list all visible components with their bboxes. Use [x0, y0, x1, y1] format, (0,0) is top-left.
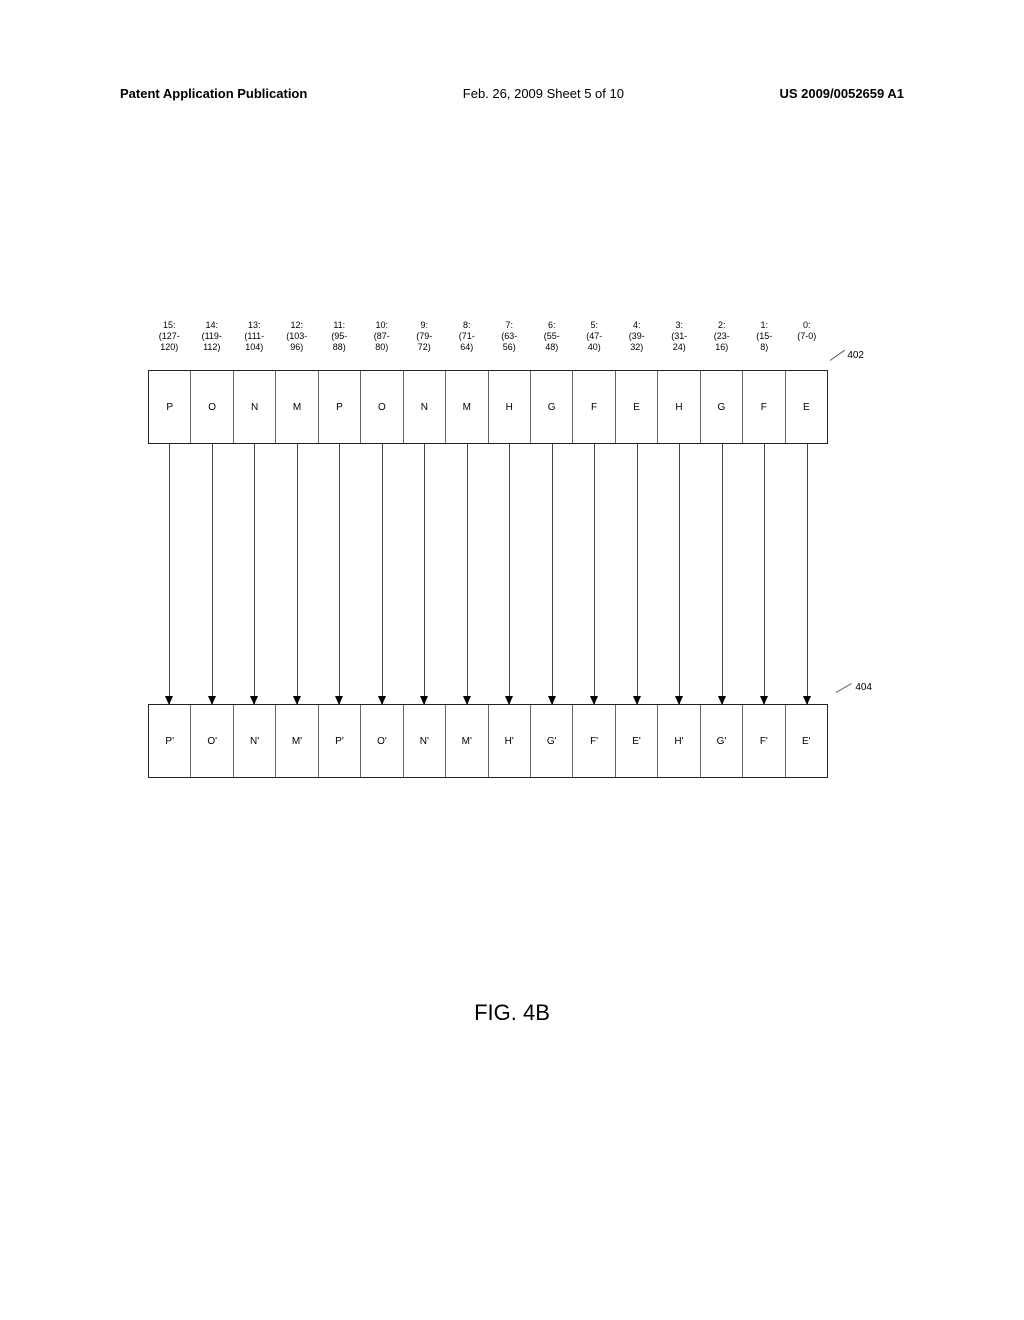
header-date-sheet: Feb. 26, 2009 Sheet 5 of 10 — [463, 86, 624, 101]
arrow — [446, 444, 489, 704]
page-header: Patent Application Publication Feb. 26, … — [0, 86, 1024, 101]
destination-register-404: P'O'N'M'P'O'N'M'H'G'F'E'H'G'F'E' — [148, 704, 828, 778]
arrow — [658, 444, 701, 704]
register-cell: P — [149, 371, 191, 443]
register-cell: M — [276, 371, 318, 443]
bit-label: 12:(103-96) — [276, 320, 319, 352]
bit-label: 0:(7-0) — [786, 320, 829, 352]
register-cell: N — [404, 371, 446, 443]
register-cell: F — [573, 371, 615, 443]
bit-label: 9:(79-72) — [403, 320, 446, 352]
bit-label: 5:(47-40) — [573, 320, 616, 352]
arrow — [786, 444, 829, 704]
register-cell: G — [701, 371, 743, 443]
arrow — [318, 444, 361, 704]
arrow — [403, 444, 446, 704]
bit-label: 6:(55-48) — [531, 320, 574, 352]
register-cell: F' — [743, 705, 785, 777]
arrow — [233, 444, 276, 704]
register-diagram: 15:(127-120)14:(119-112)13:(111-104)12:(… — [148, 320, 828, 778]
arrow — [191, 444, 234, 704]
register-cell: G — [531, 371, 573, 443]
register-cell: O' — [191, 705, 233, 777]
arrow — [276, 444, 319, 704]
register-cell: N' — [404, 705, 446, 777]
bit-label: 13:(111-104) — [233, 320, 276, 352]
figure-caption: FIG. 4B — [0, 1000, 1024, 1026]
bit-label: 11:(95-88) — [318, 320, 361, 352]
register-cell: E' — [786, 705, 827, 777]
register-cell: H' — [658, 705, 700, 777]
header-patent-number: US 2009/0052659 A1 — [779, 86, 904, 101]
arrow — [488, 444, 531, 704]
register-cell: N — [234, 371, 276, 443]
header-publication: Patent Application Publication — [120, 86, 307, 101]
arrow — [148, 444, 191, 704]
register-cell: H' — [489, 705, 531, 777]
arrow — [361, 444, 404, 704]
bit-label: 3:(31-24) — [658, 320, 701, 352]
register-cell: P — [319, 371, 361, 443]
register-cell: O — [191, 371, 233, 443]
register-cell: G' — [701, 705, 743, 777]
register-cell: F — [743, 371, 785, 443]
arrow — [701, 444, 744, 704]
bit-label: 7:(63-56) — [488, 320, 531, 352]
bit-label: 2:(23-16) — [701, 320, 744, 352]
reference-numeral-402: 402 — [847, 350, 864, 361]
register-cell: F' — [573, 705, 615, 777]
arrow — [743, 444, 786, 704]
register-cell: E — [786, 371, 827, 443]
register-cell: H — [658, 371, 700, 443]
bit-label: 4:(39-32) — [616, 320, 659, 352]
bit-label: 1:(15-8) — [743, 320, 786, 352]
arrow — [531, 444, 574, 704]
transformation-arrows — [148, 444, 828, 704]
register-cell: H — [489, 371, 531, 443]
bit-label: 15:(127-120) — [148, 320, 191, 352]
reference-line-404 — [836, 683, 852, 693]
reference-line-402 — [830, 350, 845, 361]
register-cell: G' — [531, 705, 573, 777]
source-register-402: PONMPONMHGFEHGFE — [148, 370, 828, 444]
register-cell: E — [616, 371, 658, 443]
bit-label: 8:(71-64) — [446, 320, 489, 352]
register-cell: O' — [361, 705, 403, 777]
register-cell: M' — [446, 705, 488, 777]
arrow — [616, 444, 659, 704]
register-cell: P' — [319, 705, 361, 777]
register-cell: P' — [149, 705, 191, 777]
bit-index-labels: 15:(127-120)14:(119-112)13:(111-104)12:(… — [148, 320, 828, 352]
bit-label: 14:(119-112) — [191, 320, 234, 352]
arrow — [573, 444, 616, 704]
bit-label: 10:(87-80) — [361, 320, 404, 352]
register-cell: N' — [234, 705, 276, 777]
reference-numeral-404: 404 — [855, 682, 872, 693]
register-cell: E' — [616, 705, 658, 777]
register-cell: M — [446, 371, 488, 443]
register-cell: M' — [276, 705, 318, 777]
register-cell: O — [361, 371, 403, 443]
